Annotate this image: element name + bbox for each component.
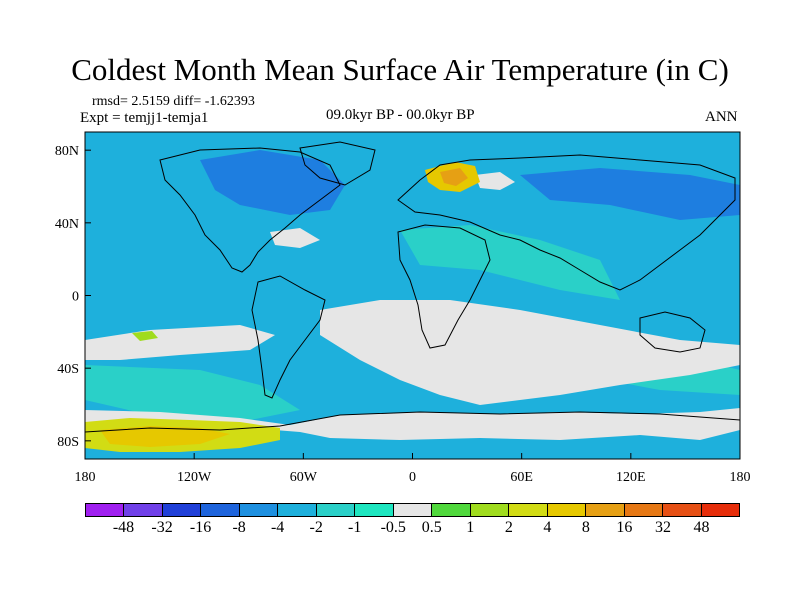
colorbar-label: 16 [616, 519, 633, 536]
y-tick-label: 40S [57, 362, 79, 377]
colorbar-box [124, 504, 163, 516]
region-positive-hot [440, 168, 468, 186]
colorbar-box [201, 504, 240, 516]
colorbar-label: -32 [151, 519, 173, 536]
region-negative-mid [400, 225, 620, 300]
colorbar-label: -0.5 [380, 519, 406, 536]
coastline-greenland [299, 141, 376, 186]
colorbar-label: -48 [112, 519, 135, 536]
colorbar-label: 48 [693, 519, 710, 536]
colorbar-box [624, 504, 664, 516]
colorbar [85, 503, 740, 517]
colorbar-label: -1 [348, 519, 362, 536]
colorbar-box [278, 504, 317, 516]
map-title: Coldest Month Mean Surface Air Temperatu… [71, 52, 729, 87]
colorbar-label: 4 [543, 519, 552, 536]
colorbar-box [86, 504, 125, 516]
region-neutral [270, 228, 320, 248]
region-negative-dark [520, 168, 740, 220]
colorbar-box [586, 504, 625, 516]
colorbar-box [316, 504, 356, 516]
colorbar-label: -4 [270, 519, 285, 536]
x-tick-label: 60W [290, 470, 318, 485]
colorbar-box [470, 504, 510, 516]
region-negative-dark [200, 150, 345, 215]
coastline-south-america [251, 275, 326, 399]
colorbar-label: -2 [309, 519, 323, 536]
period-line: 09.0kyr BP - 00.0kyr BP [326, 107, 475, 123]
colorbar-box [547, 504, 587, 516]
season-label: ANN [705, 109, 738, 125]
colorbar-label: 32 [654, 519, 671, 536]
experiment-line: Expt = temjj1-temja1 [80, 110, 209, 126]
x-tick-label: 120W [177, 470, 212, 485]
y-tick-label: 80S [57, 435, 79, 450]
y-tick-label: 80N [55, 144, 79, 159]
colorbar-label: 2 [504, 519, 513, 536]
colorbar-label: 1 [466, 519, 475, 536]
coastline-australia [639, 311, 706, 353]
colorbar-label: -8 [232, 519, 246, 536]
colorbar-label: 8 [581, 519, 590, 536]
region-positive-hot [100, 426, 230, 447]
colorbar-box [162, 504, 202, 516]
y-tick-label: 40N [55, 217, 79, 232]
coastline-north-america [159, 147, 341, 273]
x-tick-label: 180 [75, 470, 96, 485]
x-tick-label: 180 [730, 470, 751, 485]
x-tick-label: 0 [409, 470, 416, 485]
region-neutral [85, 325, 275, 360]
region-negative-mid [85, 365, 300, 420]
region-neutral [320, 300, 740, 405]
region-neutral [475, 172, 515, 190]
y-axis: 80N 40N 0 40S 80S [55, 144, 91, 450]
coastline-eurasia [397, 154, 736, 291]
region-positive-green [132, 331, 158, 341]
map-frame [84, 131, 741, 460]
region-neutral [85, 408, 740, 440]
x-tick-label: 60E [510, 470, 533, 485]
colorbar-box [355, 504, 394, 516]
colorbar-box [509, 504, 548, 516]
stats-line: rmsd= 2.5159 diff= -1.62393 [92, 94, 255, 109]
y-tick-label: 0 [72, 290, 79, 305]
colorbar-box [432, 504, 471, 516]
colorbar-label: 0.5 [421, 519, 442, 536]
colorbar-box [663, 504, 702, 516]
coastline-africa [397, 224, 491, 349]
x-axis: 180 120W 60W 0 60E 120E 180 [75, 453, 751, 485]
x-tick-label: 120E [616, 470, 646, 485]
colorbar-box [239, 504, 279, 516]
colorbar-box [701, 504, 739, 516]
colorbar-label: -16 [189, 519, 212, 536]
colorbar-box [393, 504, 433, 516]
